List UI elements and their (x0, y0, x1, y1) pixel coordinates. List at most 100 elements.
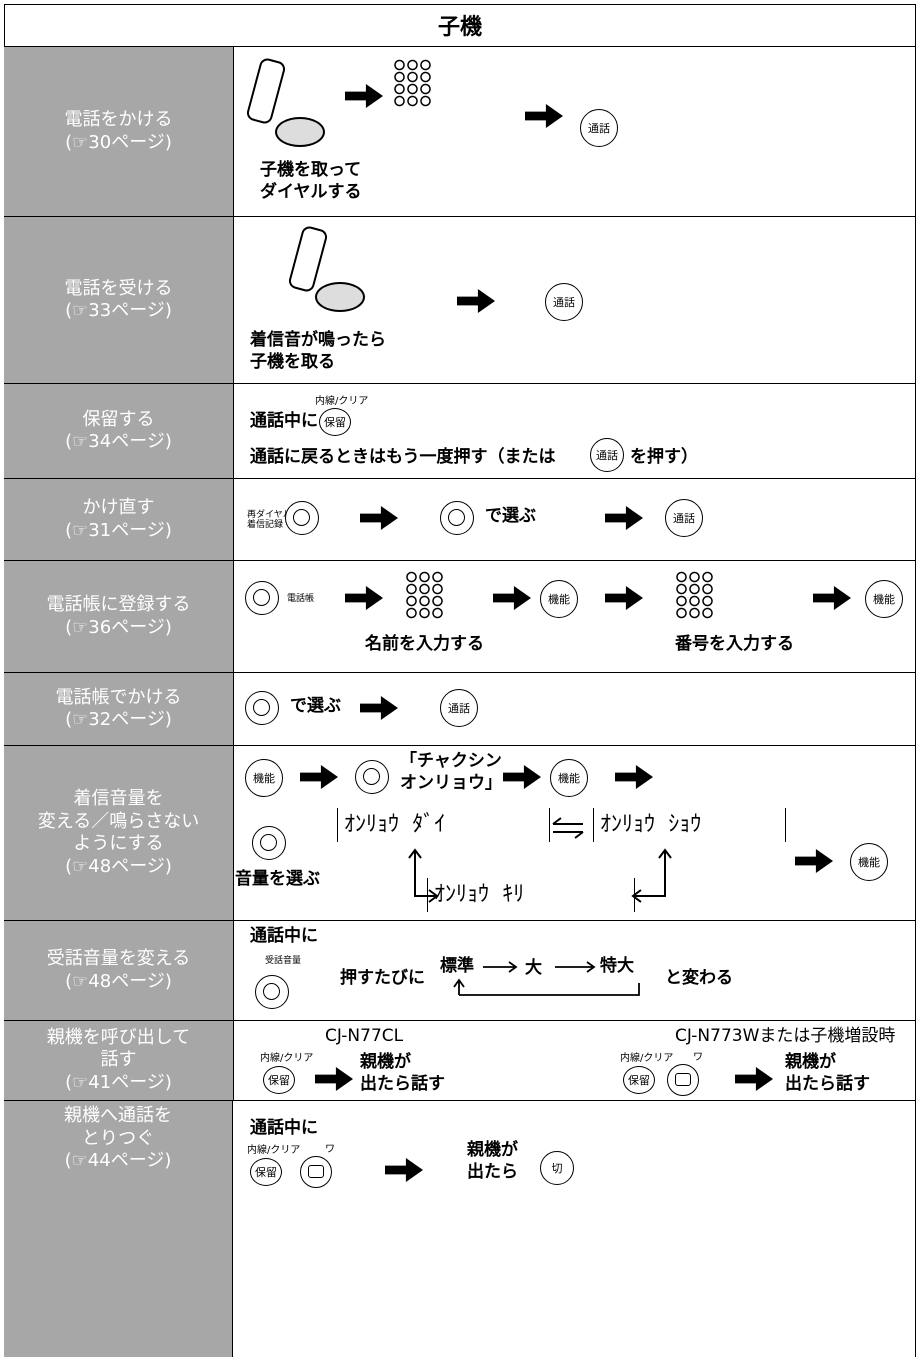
cycle-arrows (453, 961, 640, 996)
keypad-icon (405, 571, 444, 619)
page-ref: (☞44ページ) (64, 1150, 172, 1171)
row: 親機を呼び出して 話す (☞41ページ) CJ-N77CL 内線/クリア 保留 親… (4, 1020, 916, 1100)
nav-key (245, 581, 279, 615)
function-button: 機能 (865, 580, 903, 618)
flow-arrows (408, 817, 672, 903)
label-cell: 電話をかける (☞30ページ) (4, 47, 234, 216)
row-label: 電話をかける (64, 109, 173, 130)
row: かけ直す (☞31ページ) 再ダイヤル/ 着信記録 で選ぶ 通話 (4, 478, 916, 560)
model-name: CJ-N77CL (325, 1026, 404, 1046)
talk-button: 通話 (665, 499, 703, 537)
text: 親機が 出たら話す (360, 1052, 445, 1095)
decoration: 通話 着信音が鳴ったら 子機を取る (235, 217, 916, 383)
page-ref: (☞34ページ) (65, 431, 172, 452)
label-cell: 親機へ通話を とりつぐ (☞44ページ) (4, 1101, 233, 1357)
text: で選ぶ (290, 696, 341, 716)
row: 着信音量を 変える／鳴らさない ようにする (☞48ページ) 機能 「チャクシン … (4, 745, 916, 920)
key-label: 再ダイヤル/ 着信記録 (247, 510, 295, 530)
text: 親機が 出たら (467, 1140, 518, 1183)
key-label: ワ (693, 1052, 703, 1063)
function-button: 機能 (850, 843, 888, 881)
text: 押すたびに (340, 968, 425, 988)
square-key (300, 1156, 332, 1188)
label-cell: 電話帳でかける (☞32ページ) (4, 673, 234, 745)
hold-key: 保留 (263, 1066, 295, 1094)
square-key (667, 1064, 699, 1096)
key-label: 内線/クリア (620, 1053, 674, 1064)
handset-icon (245, 56, 287, 126)
page-ref: (☞41ページ) (65, 1071, 172, 1093)
key-label: 内線/クリア (315, 396, 369, 407)
nav-key (355, 760, 389, 794)
page-ref: (☞36ページ) (65, 616, 172, 638)
decoration (453, 978, 640, 996)
nav-key (245, 691, 279, 725)
arrow (735, 1067, 773, 1091)
display-text: ｵﾝﾘｮｳ ﾀﾞｲ (337, 808, 550, 842)
arrow (493, 586, 531, 610)
decoration (408, 817, 672, 903)
row-label: 着信音量を 変える／鳴らさない ようにする (37, 788, 200, 854)
row-label: 電話帳でかける (55, 686, 182, 708)
row: 電話をかける (☞30ページ) 通話 子機を取って ダイヤルする (4, 46, 916, 216)
keypad-icon (675, 571, 714, 619)
arrow (315, 1067, 353, 1091)
page-ref: (☞33ページ) (65, 300, 172, 321)
talk-button: 通話 (440, 689, 478, 727)
menu-text: 「チャクシン オンリョウ」 (400, 751, 502, 794)
function-button: 機能 (540, 580, 578, 618)
decoration (635, 851, 666, 897)
decoration (414, 851, 435, 897)
label-cell: 保留する (☞34ページ) (4, 384, 234, 478)
label-cell: かけ直す (☞31ページ) (4, 479, 234, 560)
arrow (360, 696, 398, 720)
nav-key (285, 501, 319, 535)
key-label: 内線/クリア (247, 1145, 301, 1156)
text: 親機が 出たら話す (785, 1052, 870, 1095)
row-label: 保留する (82, 408, 155, 430)
row: 電話帳に登録する (☞36ページ) 電話帳 機能 機能 名前を入力する 番号を入力… (4, 560, 916, 672)
decoration (408, 848, 422, 859)
row: 親機へ通話を とりつぐ (☞44ページ) 通話中に 内線/クリア 保留 ワ 親機が… (4, 1100, 916, 1357)
nav-key (252, 826, 286, 860)
end-button: 切 (540, 1151, 574, 1185)
page-ref: (☞31ページ) (65, 519, 172, 541)
nav-key (255, 975, 289, 1009)
arrow (345, 586, 383, 610)
text: を押す） (630, 447, 698, 467)
label-cell: 電話帳に登録する (☞36ページ) (4, 561, 234, 672)
decoration: 通話中に 内線/クリア 保留 通話に戻るときはもう一度押す（または 通話 を押す… (235, 384, 916, 478)
key-label: 内線/クリア (260, 1053, 314, 1064)
row-label: 受話音量を変える (46, 948, 191, 969)
arrow (605, 586, 643, 610)
text: と変わる (665, 968, 733, 988)
row: 受話音量を変える (☞48ページ) 通話中に 受話音量 押すたびに 標準 大 特大… (4, 920, 916, 1020)
arrow (360, 506, 398, 530)
decoration (428, 889, 439, 903)
model-name: CJ-N773Wまたは子機増設時 (675, 1026, 896, 1046)
talk-button: 通話 (545, 283, 583, 321)
caption: 子機を取って ダイヤルする (260, 160, 362, 203)
header-title: 子機 (437, 15, 482, 40)
caption: 音量を選ぶ (235, 869, 320, 889)
function-button: 機能 (550, 759, 588, 797)
key-label: ワ (325, 1144, 335, 1155)
text: 通話中に (250, 1118, 318, 1138)
label-cell: 受話音量を変える (☞48ページ) (4, 921, 234, 1020)
hold-key: 保留 (623, 1066, 655, 1094)
key-label: 電話帳 (287, 594, 315, 604)
level: 特大 (600, 956, 634, 976)
decoration: 再ダイヤル/ 着信記録 で選ぶ 通話 (235, 479, 916, 560)
charger-icon (275, 117, 325, 147)
decoration (453, 961, 640, 996)
display-text: ｵﾝﾘｮｳ ｼｮｳ (593, 808, 786, 842)
decoration: 通話中に 受話音量 押すたびに 標準 大 特大 と変わる (235, 921, 916, 1020)
arrow (345, 84, 383, 108)
decoration: 通話 子機を取って ダイヤルする (235, 47, 916, 216)
decoration: CJ-N77CL 内線/クリア 保留 親機が 出たら話す CJ-N773Wまたは… (235, 1021, 916, 1100)
label-cell: 親機を呼び出して 話す (☞41ページ) (4, 1021, 234, 1100)
caption: 名前を入力する (365, 634, 484, 654)
page-ref: (☞30ページ) (65, 131, 172, 153)
arrow (300, 765, 338, 789)
text: 通話中に (250, 926, 318, 946)
